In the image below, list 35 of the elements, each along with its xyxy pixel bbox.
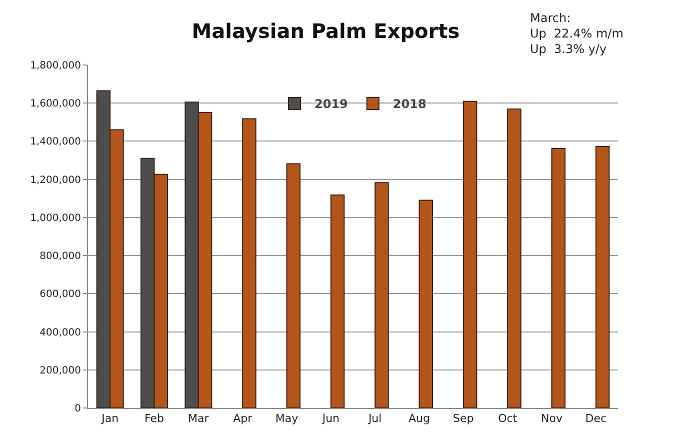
x-tick-label: Feb (144, 412, 164, 426)
x-tick-label: Dec (585, 412, 607, 426)
y-tick-label: 400,000 (40, 327, 81, 338)
x-tick-label: Jun (321, 412, 340, 426)
chart-title: Malaysian Palm Exports (192, 18, 460, 43)
y-tick-label: 200,000 (40, 365, 81, 376)
bar (242, 118, 256, 408)
legend-label: 2018 (392, 97, 426, 112)
x-tick-label: Oct (498, 412, 518, 426)
x-tick-label: Aug (408, 412, 430, 426)
y-tick-label: 1,600,000 (30, 98, 81, 110)
bar (418, 200, 433, 408)
bar (374, 182, 389, 408)
y-tick-label: 1,800,000 (30, 60, 81, 72)
bar (330, 194, 345, 408)
y-tick-label: 1,200,000 (30, 174, 81, 186)
y-tick-label: 1,400,000 (30, 136, 81, 148)
y-tick-label: 1,000,000 (30, 212, 81, 224)
bar (286, 163, 300, 408)
x-tick-label: May (275, 412, 299, 426)
x-tick-label: Sep (453, 412, 474, 426)
x-tick-label: Nov (541, 412, 563, 426)
legend-label: 2019 (314, 97, 348, 112)
bar (462, 100, 478, 408)
bar (595, 146, 610, 408)
text: March: Up 22.4% m/m Up 3.3% y/y (530, 11, 624, 56)
y-tick-label: 600,000 (40, 289, 81, 300)
y-tick-label: 800,000 (40, 251, 81, 262)
bar (551, 148, 566, 408)
x-tick-label: Jul (367, 412, 382, 426)
bar (507, 108, 522, 408)
x-tick-label: Jan (100, 412, 119, 426)
x-tick-label: Mar (188, 412, 210, 426)
y-tick-label: 0 (74, 404, 81, 414)
x-tick-label: Apr (233, 412, 253, 426)
